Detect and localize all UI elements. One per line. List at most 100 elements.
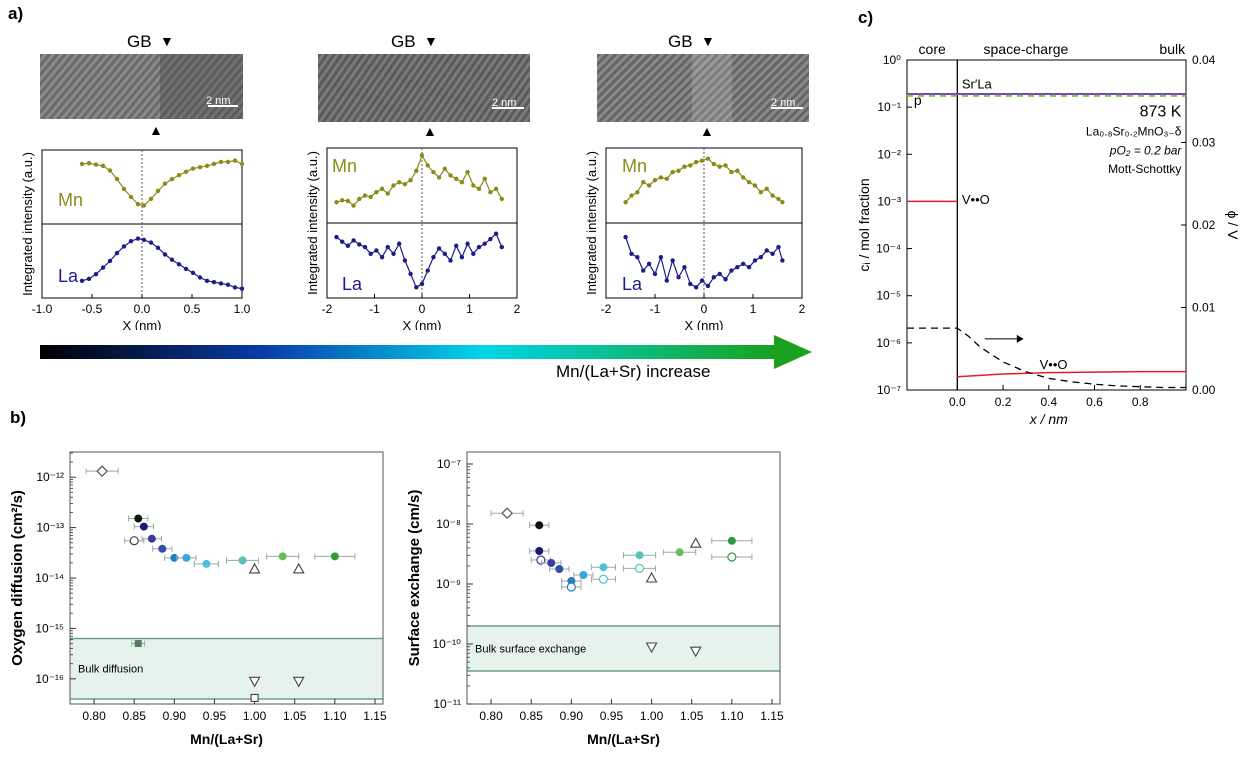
data-point-la xyxy=(641,268,646,273)
y-tick-label: 10⁻¹¹ xyxy=(433,697,461,711)
x-tick-label: 0.5 xyxy=(184,302,201,316)
data-point-la xyxy=(746,265,752,270)
data-point-la xyxy=(345,243,351,248)
data-point-la xyxy=(623,234,628,240)
data-point-la xyxy=(688,281,693,287)
data-point-la xyxy=(79,278,85,283)
chart-a2: -2 -1 0 1 2 X (nm) Integrated intensity (a.u.)… xyxy=(305,147,521,330)
x-tick-label: 2 xyxy=(514,302,521,316)
data-point-la xyxy=(652,271,658,277)
annotation-vo-core: V••O xyxy=(962,192,990,207)
plot-frame xyxy=(466,451,781,705)
data-point-mn xyxy=(646,183,652,188)
y-tick-label: 10⁻³ xyxy=(877,194,901,208)
data-point-la xyxy=(340,239,345,244)
data-point-la xyxy=(397,241,402,246)
data-point xyxy=(292,676,305,688)
data-point xyxy=(536,555,546,565)
data-point-la xyxy=(391,251,396,256)
tem-image-2: 2 nm xyxy=(318,54,530,122)
series-line-phi xyxy=(907,327,1186,389)
data-point xyxy=(634,563,645,573)
tem-image-3: 2 nm xyxy=(597,54,809,122)
series-label-mn: Mn xyxy=(332,156,357,176)
x-tick-label: 0 xyxy=(701,302,708,316)
bulk-band xyxy=(70,638,383,699)
data-point-mn xyxy=(780,200,785,205)
data-point-la xyxy=(385,244,390,250)
data-point-mn xyxy=(670,169,675,175)
data-point-mn xyxy=(232,158,238,163)
y-tick-label: 10⁻⁸ xyxy=(436,517,461,531)
data-point-la xyxy=(183,266,189,272)
data-point-mn xyxy=(183,169,189,175)
data-point-mn xyxy=(442,166,447,171)
data-point xyxy=(598,574,609,584)
data-point-mn xyxy=(402,181,408,187)
data-point-la xyxy=(379,254,385,260)
data-point-mn xyxy=(459,179,465,185)
data-point-mn xyxy=(397,179,402,185)
data-point-la xyxy=(431,254,436,260)
data-point-mn xyxy=(688,163,693,168)
data-point xyxy=(535,547,544,555)
y-axis-label: Integrated intensity (a.u.) xyxy=(20,152,35,296)
annotation-vo-bulk: V••O xyxy=(1040,357,1068,372)
x-tick-label: 2 xyxy=(799,302,806,316)
data-point-mn xyxy=(176,172,182,178)
panel-label-b: b) xyxy=(10,408,27,427)
data-point-la xyxy=(86,276,92,282)
data-point xyxy=(645,642,658,654)
y-axis-label: Integrated intensity (a.u.) xyxy=(584,151,599,295)
data-point-mn xyxy=(711,161,716,167)
gb-marker-top: ▼ xyxy=(160,33,174,49)
data-point-la xyxy=(471,251,476,256)
x-tick-label: 1 xyxy=(466,302,473,316)
data-point-mn xyxy=(225,159,231,165)
y-tick-label: 10⁰ xyxy=(883,53,901,67)
x-axis-label: X (nm) xyxy=(685,318,724,330)
annotation-p: p xyxy=(914,92,922,108)
annotation-model: Mott-Schottky xyxy=(1108,162,1181,176)
data-point-mn xyxy=(135,201,141,207)
y-tick-label: 10⁻⁶ xyxy=(876,336,901,350)
x-tick-label: 1.15 xyxy=(760,709,784,723)
data-point-la xyxy=(232,285,238,290)
data-point-la xyxy=(682,265,687,270)
region-label-core: core xyxy=(919,41,946,57)
data-point-la xyxy=(488,236,493,242)
data-point-la xyxy=(128,239,134,244)
data-point-la xyxy=(711,275,716,280)
gb-marker-bottom: ▲ xyxy=(423,123,437,139)
x-tick-label: 0.90 xyxy=(163,709,187,723)
x-tick-label: 1.05 xyxy=(283,709,307,723)
annotation-composition: La₀.₈Sr₀.₂MnO₃₋δ xyxy=(1086,124,1182,138)
data-point-la xyxy=(454,243,459,248)
data-point-mn xyxy=(629,193,634,198)
data-point-mn xyxy=(664,176,669,181)
data-point xyxy=(635,551,644,560)
bulk-band-label: Bulk surface exchange xyxy=(475,644,586,656)
data-point-la xyxy=(107,258,113,264)
data-point-la xyxy=(476,244,482,250)
series-line-la xyxy=(625,236,783,289)
data-point-la xyxy=(93,272,99,277)
data-point-mn xyxy=(93,162,99,167)
data-point-mn xyxy=(658,175,664,180)
data-point-mn xyxy=(218,159,224,165)
region-label-space-charge: space-charge xyxy=(984,41,1069,57)
data-point-la xyxy=(465,241,470,246)
x-tick-label: 0.85 xyxy=(520,709,544,723)
data-point-mn xyxy=(499,196,504,202)
data-point xyxy=(147,534,156,543)
x-tick-label: -1.0 xyxy=(32,302,53,316)
y-right-tick-label: 0.02 xyxy=(1192,218,1216,232)
data-point xyxy=(566,582,576,592)
data-point-la xyxy=(155,245,161,250)
data-point-mn xyxy=(408,177,413,183)
scale-bar-label: 2 nm xyxy=(492,97,516,109)
data-point-la xyxy=(735,265,740,270)
data-point-mn xyxy=(641,179,646,185)
data-point-mn xyxy=(448,173,453,178)
chart-c: core space-charge bulk 10⁻⁷ 10⁻⁶ 10⁻⁵ 10⁻⁴ 10⁻³… xyxy=(856,41,1241,427)
